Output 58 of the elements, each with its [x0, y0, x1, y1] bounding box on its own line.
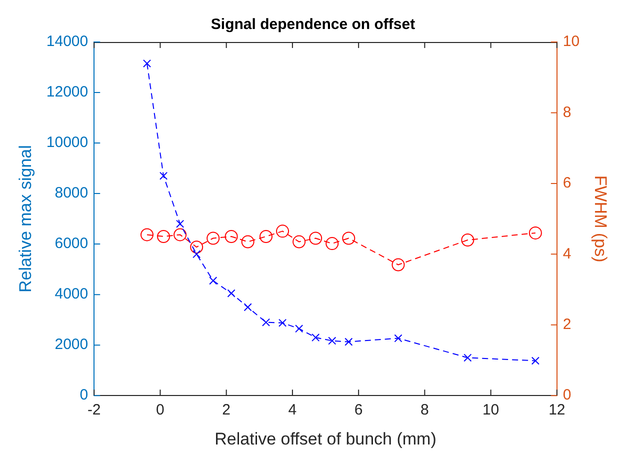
x-tick-label: 8 — [420, 402, 429, 419]
point — [174, 228, 187, 242]
y2-tick-label: 2 — [562, 316, 572, 334]
point — [292, 235, 306, 248]
point — [224, 230, 238, 243]
point — [140, 228, 154, 242]
y-tick-label: 12000 — [46, 84, 88, 101]
point — [227, 289, 236, 298]
y-tick-label: 14000 — [46, 33, 88, 50]
point — [461, 234, 474, 247]
x-tick-label: 4 — [288, 402, 297, 419]
x-tick-label: -2 — [87, 402, 101, 419]
y2-tick-label: 4 — [562, 245, 572, 262]
point — [176, 220, 184, 228]
y2-tick-label: 10 — [562, 33, 580, 50]
point — [244, 303, 252, 312]
y2-tick-label: 6 — [562, 174, 572, 192]
point — [528, 226, 542, 240]
y-tick-label: 10000 — [46, 134, 88, 152]
y2-tick-label: 8 — [562, 104, 572, 121]
y2-tick-label: 0 — [562, 386, 572, 404]
x-tick-label: 0 — [156, 402, 164, 419]
point — [260, 230, 273, 243]
y-tick-label: 0 — [80, 386, 88, 404]
point — [278, 318, 287, 327]
point — [295, 324, 304, 333]
point — [276, 224, 290, 238]
point — [157, 230, 170, 243]
x-tick-label: 2 — [222, 402, 231, 419]
y-axis-title: Relative max signal — [16, 145, 35, 293]
point — [309, 232, 322, 245]
y-tick-label: 8000 — [54, 184, 88, 202]
point — [394, 334, 402, 342]
point — [326, 237, 339, 250]
point — [262, 318, 270, 326]
point — [159, 172, 168, 180]
point — [392, 258, 405, 272]
point — [142, 59, 152, 68]
point — [241, 235, 254, 248]
y-tick-label: 2000 — [54, 336, 88, 354]
point — [209, 276, 218, 285]
point — [464, 354, 472, 362]
point — [344, 338, 353, 346]
point — [312, 333, 320, 342]
point — [206, 232, 220, 245]
x-axis-title: Relative offset of bunch (mm) — [214, 429, 436, 448]
y-tick-label: 6000 — [54, 235, 88, 252]
x-tick-label: 12 — [548, 402, 566, 419]
point — [328, 336, 336, 345]
point — [190, 240, 204, 254]
y2-axis-title: FWHM (ps) — [591, 175, 610, 262]
x-tick-label: 10 — [482, 402, 500, 419]
x-tick-label: 6 — [354, 402, 363, 419]
point — [342, 232, 356, 245]
point — [531, 356, 540, 365]
y-tick-label: 4000 — [54, 286, 88, 303]
chart-title: Signal dependence on offset — [210, 16, 416, 34]
point — [192, 250, 201, 258]
